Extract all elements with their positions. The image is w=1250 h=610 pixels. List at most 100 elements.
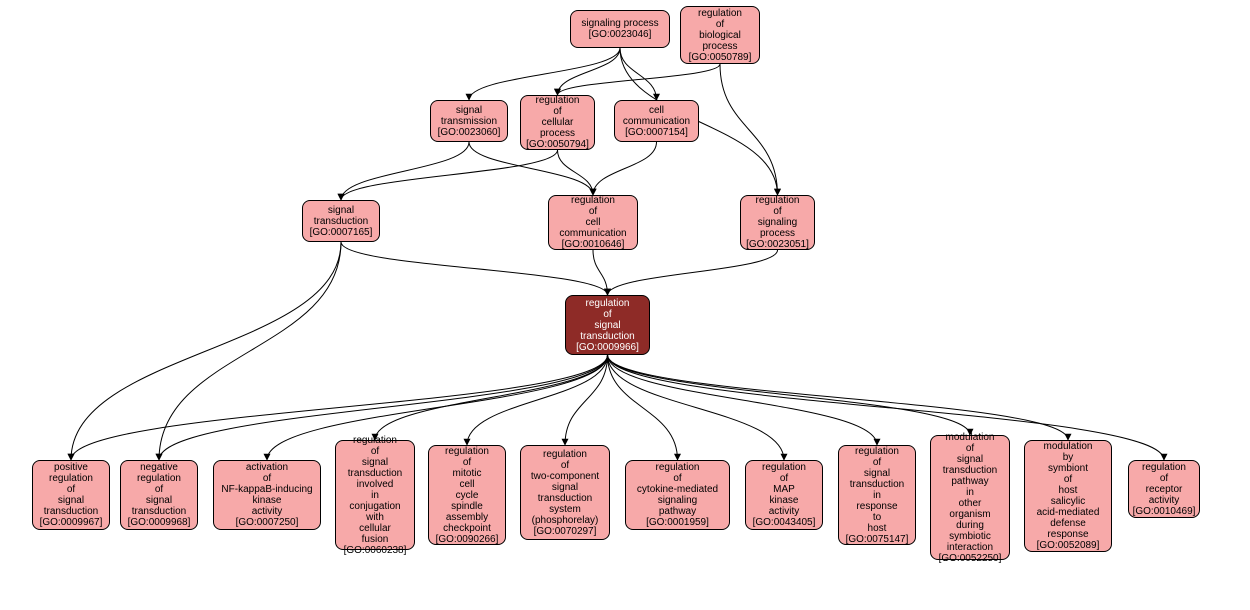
node-label-line: acid-mediated (1037, 507, 1100, 518)
node-label-line: kinase (253, 495, 282, 506)
node-n_regcc: regulationofcellcommunication[GO:0010646… (548, 195, 638, 250)
node-label-line: communication (559, 228, 626, 239)
node-label-line: [GO:0070297] (534, 526, 597, 537)
node-label-line: transduction (314, 216, 368, 227)
node-label-line: regulation (49, 473, 93, 484)
node-label-line: regulation (445, 446, 489, 457)
node-label-line: transduction (538, 493, 592, 504)
node-label-line: of (371, 446, 379, 457)
node-label-line: [GO:0050794] (526, 139, 589, 150)
node-label-line: [GO:0009968] (128, 517, 191, 528)
node-label-line: cycle (456, 490, 479, 501)
node-label-line: cell (459, 479, 474, 490)
node-label-line: involved (357, 479, 394, 490)
node-label-line: of (155, 484, 163, 495)
node-n_nfkb: activationofNF-kappaB-inducingkinaseacti… (213, 460, 321, 530)
node-label-line: [GO:0075147] (846, 534, 909, 545)
node-label-line: pathway (951, 476, 988, 487)
node-label-line: in (371, 490, 379, 501)
node-n_mapk: regulationofMAPkinaseactivity[GO:0043405… (745, 460, 823, 530)
edge (608, 355, 1069, 440)
node-label-line: two-component (531, 471, 599, 482)
node-label-line: [GO:0010646] (562, 239, 625, 250)
node-label-line: to (873, 512, 881, 523)
node-label-line: regulation (656, 462, 700, 473)
node-label-line: modulation (1044, 441, 1093, 452)
node-label-line: activity (252, 506, 283, 517)
node-label-line: [GO:0050789] (689, 52, 752, 63)
node-label-line: signal (594, 320, 620, 331)
node-label-line: transduction (348, 468, 402, 479)
node-label-line: regulation (586, 298, 630, 309)
node-label-line: fusion (362, 534, 389, 545)
node-label-line: regulation (756, 195, 800, 206)
node-label-line: by (1063, 452, 1074, 463)
node-label-line: in (966, 487, 974, 498)
node-label-line: transduction (943, 465, 997, 476)
node-n_posreg: positiveregulationofsignaltransduction[G… (32, 460, 110, 530)
node-label-line: [GO:0023060] (438, 127, 501, 138)
edge (341, 142, 469, 200)
node-n_regcellpr: regulationofcellularprocess[GO:0050794] (520, 95, 595, 150)
node-label-line: of (780, 473, 788, 484)
node-n_regbio: regulationofbiologicalprocess[GO:0050789… (680, 6, 760, 64)
node-label-line: symbiotic (949, 531, 991, 542)
node-label-line: assembly (446, 512, 488, 523)
node-label-line: of (966, 443, 974, 454)
node-label-line: system (549, 504, 581, 515)
node-label-line: [GO:0007154] (625, 127, 688, 138)
edge (593, 250, 608, 295)
node-label-line: NF-kappaB-inducing (221, 484, 312, 495)
node-label-line: [GO:0010469] (1133, 506, 1196, 517)
node-label-line: response (1047, 529, 1088, 540)
node-n_receptor: regulationofreceptoractivity[GO:0010469] (1128, 460, 1200, 518)
node-label-line: [GO:0023046] (589, 29, 652, 40)
edge (608, 250, 778, 295)
node-label-line: mitotic (453, 468, 482, 479)
node-label-line: host (1059, 485, 1078, 496)
node-label-line: process (540, 128, 575, 139)
node-label-line: kinase (770, 495, 799, 506)
node-label-line: of (1064, 474, 1072, 485)
edge (71, 242, 341, 460)
node-label-line: [GO:0009967] (40, 517, 103, 528)
node-label-line: other (959, 498, 982, 509)
node-label-line: of (673, 473, 681, 484)
edge (558, 64, 721, 95)
node-label-line: of (463, 457, 471, 468)
edge (608, 355, 678, 460)
node-n_sigtd: signaltransduction[GO:0007165] (302, 200, 380, 242)
node-n_conj: regulationofsignaltransductioninvolvedin… (335, 440, 415, 550)
node-label-line: [GO:0007250] (236, 517, 299, 528)
node-n_twocomp: regulationoftwo-componentsignaltransduct… (520, 445, 610, 540)
node-label-line: receptor (1146, 484, 1183, 495)
node-label-line: positive (54, 462, 88, 473)
node-label-line: cellular (542, 117, 574, 128)
node-label-line: [GO:0090266] (436, 534, 499, 545)
node-label-line: signal (456, 105, 482, 116)
node-label-line: symbiont (1048, 463, 1088, 474)
node-label-line: transduction (580, 331, 634, 342)
edge (341, 150, 558, 200)
edge (593, 142, 657, 195)
node-label-line: regulation (137, 473, 181, 484)
node-label-line: signal (552, 482, 578, 493)
edge (558, 48, 621, 95)
node-label-line: negative (140, 462, 178, 473)
node-label-line: MAP (773, 484, 795, 495)
node-n_regstd: regulationofsignaltransduction[GO:000996… (565, 295, 650, 355)
node-label-line: of (553, 106, 561, 117)
edge (608, 355, 878, 445)
edge (467, 355, 608, 445)
node-label-line: [GO:0023051] (746, 239, 809, 250)
node-label-line: interaction (947, 542, 993, 553)
node-label-line: of (773, 206, 781, 217)
node-label-line: defense (1050, 518, 1086, 529)
node-label-line: [GO:0007165] (310, 227, 373, 238)
node-label-line: signaling (758, 217, 797, 228)
node-label-line: in (873, 490, 881, 501)
node-label-line: checkpoint (443, 523, 491, 534)
node-label-line: regulation (762, 462, 806, 473)
edge (620, 48, 657, 100)
node-label-line: regulation (353, 435, 397, 446)
